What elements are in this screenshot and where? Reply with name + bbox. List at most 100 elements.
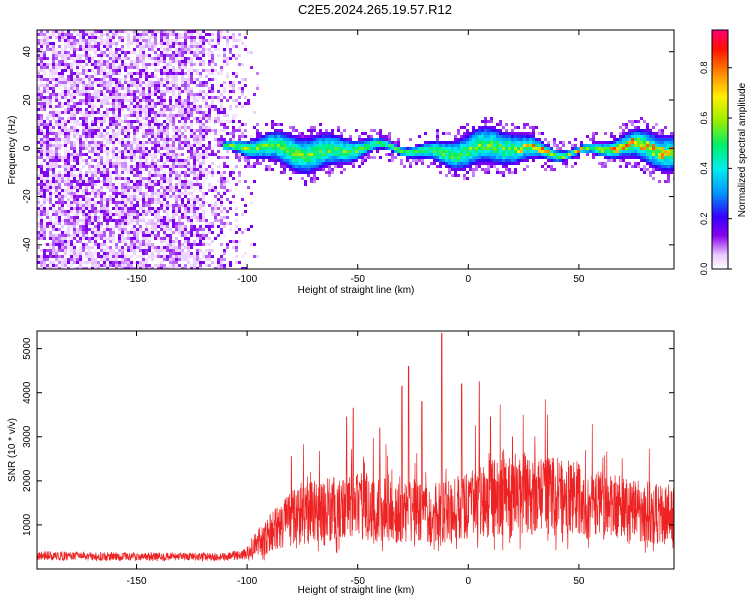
heatmap-cell bbox=[211, 186, 214, 189]
heatmap-cell bbox=[145, 237, 148, 240]
heatmap-cell bbox=[313, 150, 316, 153]
heatmap-cell bbox=[175, 99, 178, 102]
heatmap-cell bbox=[130, 39, 133, 42]
heatmap-cell bbox=[196, 30, 199, 33]
heatmap-cell bbox=[88, 219, 91, 222]
heatmap-cell bbox=[220, 210, 223, 213]
heatmap-cell bbox=[118, 63, 121, 66]
heatmap-cell bbox=[238, 126, 241, 129]
heatmap-cell bbox=[175, 171, 178, 174]
heatmap-cell bbox=[202, 147, 205, 150]
heatmap-cell bbox=[97, 63, 100, 66]
heatmap-cell bbox=[457, 150, 460, 153]
heatmap-cell bbox=[226, 222, 229, 225]
heatmap-cell bbox=[136, 141, 139, 144]
heatmap-cell bbox=[100, 231, 103, 234]
heatmap-cell bbox=[175, 213, 178, 216]
heatmap-cell bbox=[154, 255, 157, 258]
heatmap-cell bbox=[229, 189, 232, 192]
heatmap-cell bbox=[106, 132, 109, 135]
heatmap-cell bbox=[190, 216, 193, 219]
heatmap-cell bbox=[67, 219, 70, 222]
heatmap-cell bbox=[145, 240, 148, 243]
heatmap-cell bbox=[61, 258, 64, 261]
heatmap-cell bbox=[298, 171, 301, 174]
heatmap-cell bbox=[61, 138, 64, 141]
heatmap-cell bbox=[142, 258, 145, 261]
heatmap-cell bbox=[169, 120, 172, 123]
heatmap-cell bbox=[154, 210, 157, 213]
heatmap-cell bbox=[46, 66, 49, 69]
heatmap-cell bbox=[145, 72, 148, 75]
heatmap-cell bbox=[232, 87, 235, 90]
heatmap-cell bbox=[136, 219, 139, 222]
heatmap-cell bbox=[535, 144, 538, 147]
heatmap-cell bbox=[157, 180, 160, 183]
heatmap-cell bbox=[214, 267, 217, 269]
heatmap-cell bbox=[61, 75, 64, 78]
heatmap-cell bbox=[148, 75, 151, 78]
heatmap-cell bbox=[325, 147, 328, 150]
heatmap-cell bbox=[40, 141, 43, 144]
heatmap-cell bbox=[58, 72, 61, 75]
heatmap-cell bbox=[430, 156, 433, 159]
heatmap-cell bbox=[481, 147, 484, 150]
heatmap-cell bbox=[202, 192, 205, 195]
heatmap-cell bbox=[151, 246, 154, 249]
heatmap-cell bbox=[304, 183, 307, 186]
heatmap-cell bbox=[328, 150, 331, 153]
heatmap-cell bbox=[208, 228, 211, 231]
heatmap-cell bbox=[100, 234, 103, 237]
heatmap-cell bbox=[103, 213, 106, 216]
heatmap-cell bbox=[178, 174, 181, 177]
heatmap-cell bbox=[58, 243, 61, 246]
heatmap-cell bbox=[193, 174, 196, 177]
heatmap-cell bbox=[121, 210, 124, 213]
heatmap-cell bbox=[196, 219, 199, 222]
heatmap-cell bbox=[187, 117, 190, 120]
heatmap-cell bbox=[130, 90, 133, 93]
heatmap-cell bbox=[151, 159, 154, 162]
heatmap-cell bbox=[376, 144, 379, 147]
heatmap-cell bbox=[94, 123, 97, 126]
heatmap-cell bbox=[454, 156, 457, 159]
heatmap-cell bbox=[391, 153, 394, 156]
heatmap-cell bbox=[79, 81, 82, 84]
heatmap-cell bbox=[229, 138, 232, 141]
heatmap-cell bbox=[100, 30, 103, 33]
heatmap-cell bbox=[163, 66, 166, 69]
heatmap-cell bbox=[124, 243, 127, 246]
heatmap-cell bbox=[205, 255, 208, 258]
heatmap-cell bbox=[184, 210, 187, 213]
heatmap-cell bbox=[163, 204, 166, 207]
heatmap-cell bbox=[118, 201, 121, 204]
heatmap-cell bbox=[121, 240, 124, 243]
heatmap-cell bbox=[526, 153, 529, 156]
heatmap-cell bbox=[49, 231, 52, 234]
heatmap-cell bbox=[178, 177, 181, 180]
heatmap-cell bbox=[109, 141, 112, 144]
heatmap-cell bbox=[178, 60, 181, 63]
heatmap-cell bbox=[178, 222, 181, 225]
heatmap-cell bbox=[85, 75, 88, 78]
heatmap-cell bbox=[49, 162, 52, 165]
heatmap-cell bbox=[88, 201, 91, 204]
heatmap-cell bbox=[145, 249, 148, 252]
heatmap-cell bbox=[322, 150, 325, 153]
heatmap-cell bbox=[448, 168, 451, 171]
heatmap-cell bbox=[46, 210, 49, 213]
heatmap-cell bbox=[220, 129, 223, 132]
heatmap-cell bbox=[229, 171, 232, 174]
heatmap-cell bbox=[79, 156, 82, 159]
heatmap-cell bbox=[46, 264, 49, 267]
heatmap-cell bbox=[133, 120, 136, 123]
heatmap-cell bbox=[205, 174, 208, 177]
heatmap-cell bbox=[64, 132, 67, 135]
heatmap-cell bbox=[265, 147, 268, 150]
heatmap-cell bbox=[532, 150, 535, 153]
heatmap-cell bbox=[190, 252, 193, 255]
heatmap-cell bbox=[178, 105, 181, 108]
heatmap-cell bbox=[94, 144, 97, 147]
heatmap-cell bbox=[94, 165, 97, 168]
heatmap-cell bbox=[181, 153, 184, 156]
